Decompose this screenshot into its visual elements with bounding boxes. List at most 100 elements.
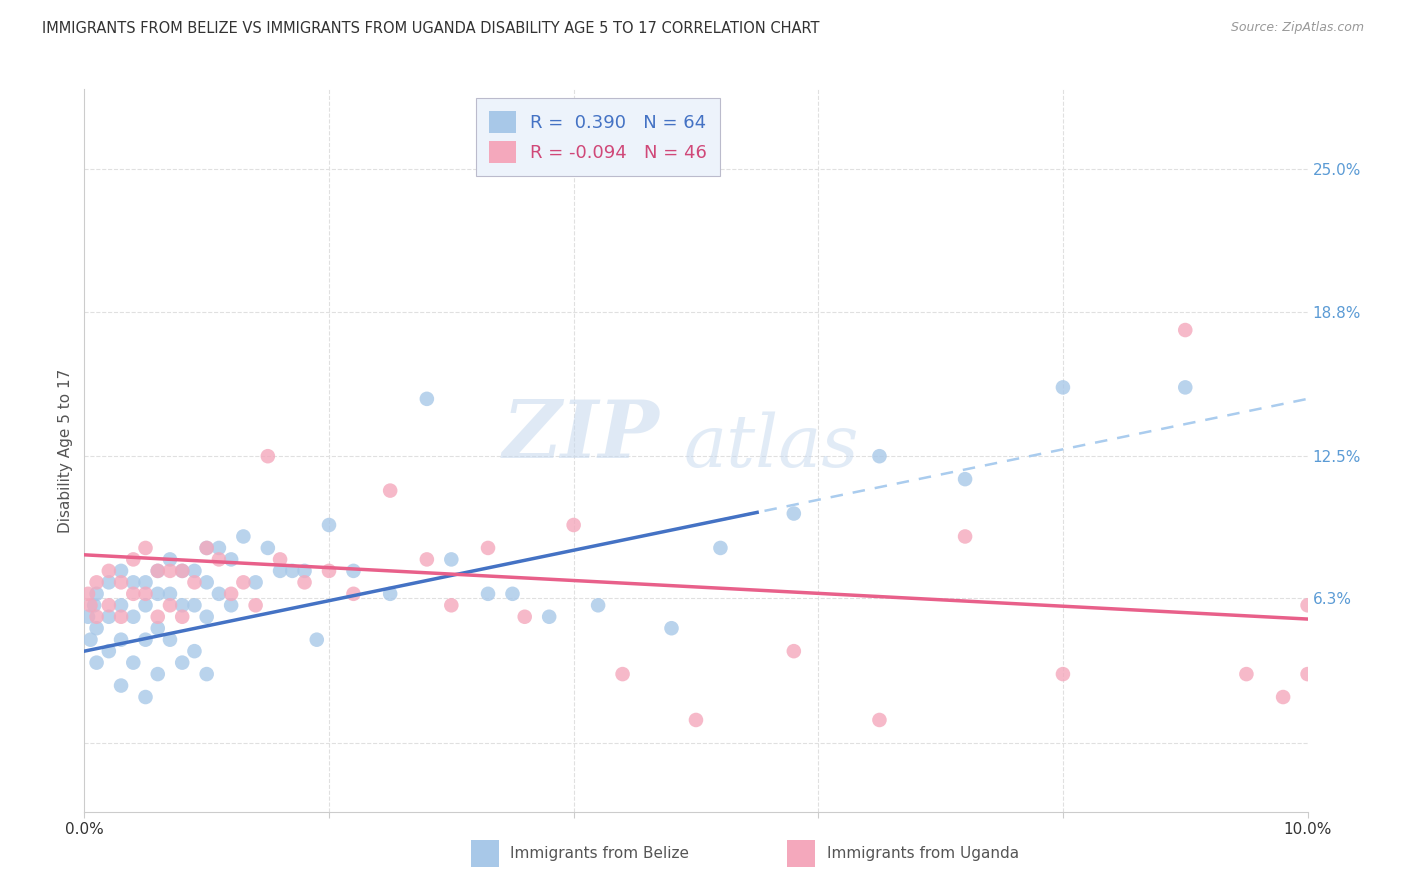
Point [232, 575, 254, 590]
Point [1174, 380, 1197, 394]
Point [477, 541, 499, 555]
Point [953, 529, 976, 543]
Point [122, 656, 145, 670]
Point [416, 392, 439, 406]
Point [146, 667, 169, 681]
Point [159, 564, 181, 578]
Point [159, 632, 181, 647]
Point [110, 564, 132, 578]
Point [183, 564, 205, 578]
Point [257, 541, 280, 555]
Point [86, 609, 108, 624]
Text: ZIP: ZIP [502, 397, 659, 475]
Point [97, 599, 120, 613]
Point [159, 587, 181, 601]
Point [172, 564, 194, 578]
Point [146, 564, 169, 578]
Point [477, 587, 499, 601]
Point [562, 518, 585, 533]
Text: Immigrants from Uganda: Immigrants from Uganda [827, 847, 1019, 861]
Point [172, 564, 194, 578]
Point [269, 564, 291, 578]
Point [97, 564, 120, 578]
Point [416, 552, 439, 566]
Point [661, 621, 683, 635]
Point [1052, 667, 1074, 681]
Point [1174, 323, 1197, 337]
Point [440, 552, 463, 566]
Point [146, 609, 169, 624]
Point [612, 667, 634, 681]
Point [245, 575, 267, 590]
Point [232, 529, 254, 543]
Point [342, 564, 364, 578]
Point [586, 599, 609, 613]
Point [135, 575, 157, 590]
Point [219, 587, 242, 601]
Point [538, 609, 561, 624]
Point [135, 599, 157, 613]
Point [269, 552, 291, 566]
Point [172, 609, 194, 624]
Point [79, 632, 101, 647]
Point [245, 599, 267, 613]
Point [135, 587, 157, 601]
Y-axis label: Disability Age 5 to 17: Disability Age 5 to 17 [58, 368, 73, 533]
Point [77, 609, 100, 624]
Point [1296, 667, 1319, 681]
Point [869, 449, 891, 463]
Point [869, 713, 891, 727]
Point [110, 609, 132, 624]
Point [318, 564, 340, 578]
Text: atlas: atlas [683, 411, 859, 482]
Point [86, 621, 108, 635]
Point [122, 552, 145, 566]
Point [122, 587, 145, 601]
Point [1296, 599, 1319, 613]
Point [110, 632, 132, 647]
Point [783, 507, 806, 521]
Point [135, 690, 157, 704]
Point [318, 518, 340, 533]
Point [1272, 690, 1295, 704]
Point [110, 575, 132, 590]
Point [294, 575, 316, 590]
Point [208, 541, 231, 555]
Point [195, 667, 218, 681]
Point [685, 713, 707, 727]
Point [172, 599, 194, 613]
Point [342, 587, 364, 601]
Point [110, 679, 132, 693]
Point [208, 552, 231, 566]
Point [183, 599, 205, 613]
Text: IMMIGRANTS FROM BELIZE VS IMMIGRANTS FROM UGANDA DISABILITY AGE 5 TO 17 CORRELAT: IMMIGRANTS FROM BELIZE VS IMMIGRANTS FRO… [42, 21, 820, 37]
Point [380, 587, 402, 601]
Point [172, 656, 194, 670]
Point [1052, 380, 1074, 394]
Point [86, 575, 108, 590]
Point [294, 564, 316, 578]
Bar [471, 840, 499, 867]
Point [135, 541, 157, 555]
Point [783, 644, 806, 658]
Point [159, 599, 181, 613]
Point [86, 587, 108, 601]
Point [208, 587, 231, 601]
Point [77, 587, 100, 601]
Point [122, 609, 145, 624]
Point [195, 609, 218, 624]
Point [97, 609, 120, 624]
Point [281, 564, 304, 578]
Point [146, 587, 169, 601]
Point [380, 483, 402, 498]
Point [146, 564, 169, 578]
Point [195, 575, 218, 590]
Point [86, 656, 108, 670]
Point [195, 541, 218, 555]
Point [159, 552, 181, 566]
Point [97, 575, 120, 590]
Point [219, 599, 242, 613]
Point [953, 472, 976, 486]
Point [110, 599, 132, 613]
Point [257, 449, 280, 463]
